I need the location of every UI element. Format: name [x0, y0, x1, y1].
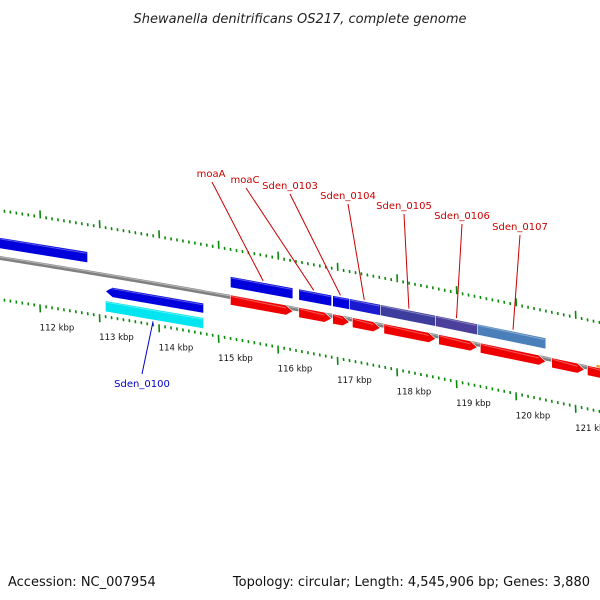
gene-feature-shine [588, 366, 600, 371]
kbp-label: 118 kbp [397, 387, 432, 397]
label-leader-line [211, 181, 264, 282]
gene-label: Sden_0106 [434, 211, 490, 222]
gene-feature [383, 323, 437, 343]
gene-feature [230, 276, 294, 300]
gene-feature [587, 365, 600, 379]
gene-feature-shine [106, 301, 203, 320]
gene-feature-shine [481, 343, 539, 359]
accession-text: Accession: NC_007954 [8, 575, 156, 590]
gene-feature-shine [436, 316, 477, 326]
kbp-label: 113 kbp [99, 333, 134, 343]
gene-feature-shine [231, 277, 292, 290]
gene-feature-shine [350, 299, 380, 307]
gene-label: Sden_0105 [376, 201, 432, 212]
kbp-scale-labels: 112 kbp 113 kbp 114 kbp 115 kbp 116 kbp 117 k… [40, 323, 600, 433]
gene-feature [298, 288, 332, 307]
gene-feature [298, 307, 333, 323]
gene-feature-shine [552, 358, 578, 367]
gene-labels: moaAmoaCSden_0103Sden_0104Sden_0105Sden_… [114, 169, 548, 390]
gene-label: Sden_0104 [320, 191, 376, 202]
label-leader-line [141, 321, 154, 375]
gene-feature [104, 287, 204, 314]
gene-feature-shine [231, 295, 286, 309]
feature-tracks [0, 237, 600, 379]
gene-feature [332, 313, 350, 327]
label-leader-line [403, 213, 410, 309]
gene-feature-shine [381, 305, 435, 318]
kbp-label: 115 kbp [218, 354, 253, 364]
gene-feature-shine [299, 308, 325, 316]
page-title: Shewanella denitrificans OS217, complete… [134, 12, 467, 27]
kbp-label: 121 kbp [575, 424, 600, 434]
gene-feature [479, 342, 547, 366]
gene-feature [352, 317, 381, 333]
gene-feature [0, 237, 88, 264]
gene-feature-shine [0, 238, 87, 254]
gene-label: Sden_0107 [492, 222, 548, 233]
gene-label: moaC [231, 175, 260, 186]
label-leader-line [456, 223, 463, 319]
gene-feature-shine [333, 314, 343, 320]
gene-feature [230, 294, 294, 316]
label-leader-line [245, 187, 315, 291]
gene-feature-shine [299, 290, 331, 298]
outer-tick-ring [3, 209, 600, 325]
gene-label: moaA [197, 169, 226, 180]
label-leader-line [347, 203, 365, 301]
gene-feature-shine [478, 324, 545, 341]
kbp-label: 120 kbp [516, 411, 551, 421]
gene-feature-shine [384, 324, 429, 336]
gene-feature [551, 357, 585, 374]
kbp-label: 117 kbp [337, 376, 372, 386]
gene-feature-shine [333, 296, 349, 301]
inner-tick-ring [3, 298, 600, 414]
label-leader-line [289, 193, 341, 296]
gene-feature [438, 334, 478, 352]
label-leader-line [512, 234, 521, 330]
kbp-label: 116 kbp [278, 365, 313, 375]
gene-feature-shine [106, 287, 203, 306]
kbp-label: 119 kbp [456, 399, 491, 409]
gene-feature [476, 323, 547, 350]
gene-label: Sden_0100 [114, 379, 170, 390]
gene-feature [105, 300, 204, 330]
gene-feature-shine [439, 335, 471, 345]
gene-feature-shine [353, 318, 374, 326]
genome-summary-text: Topology: circular; Length: 4,545,906 bp… [232, 575, 590, 590]
kbp-label: 112 kbp [40, 323, 75, 333]
gene-label: Sden_0103 [262, 181, 318, 192]
kbp-label: 114 kbp [159, 343, 194, 353]
